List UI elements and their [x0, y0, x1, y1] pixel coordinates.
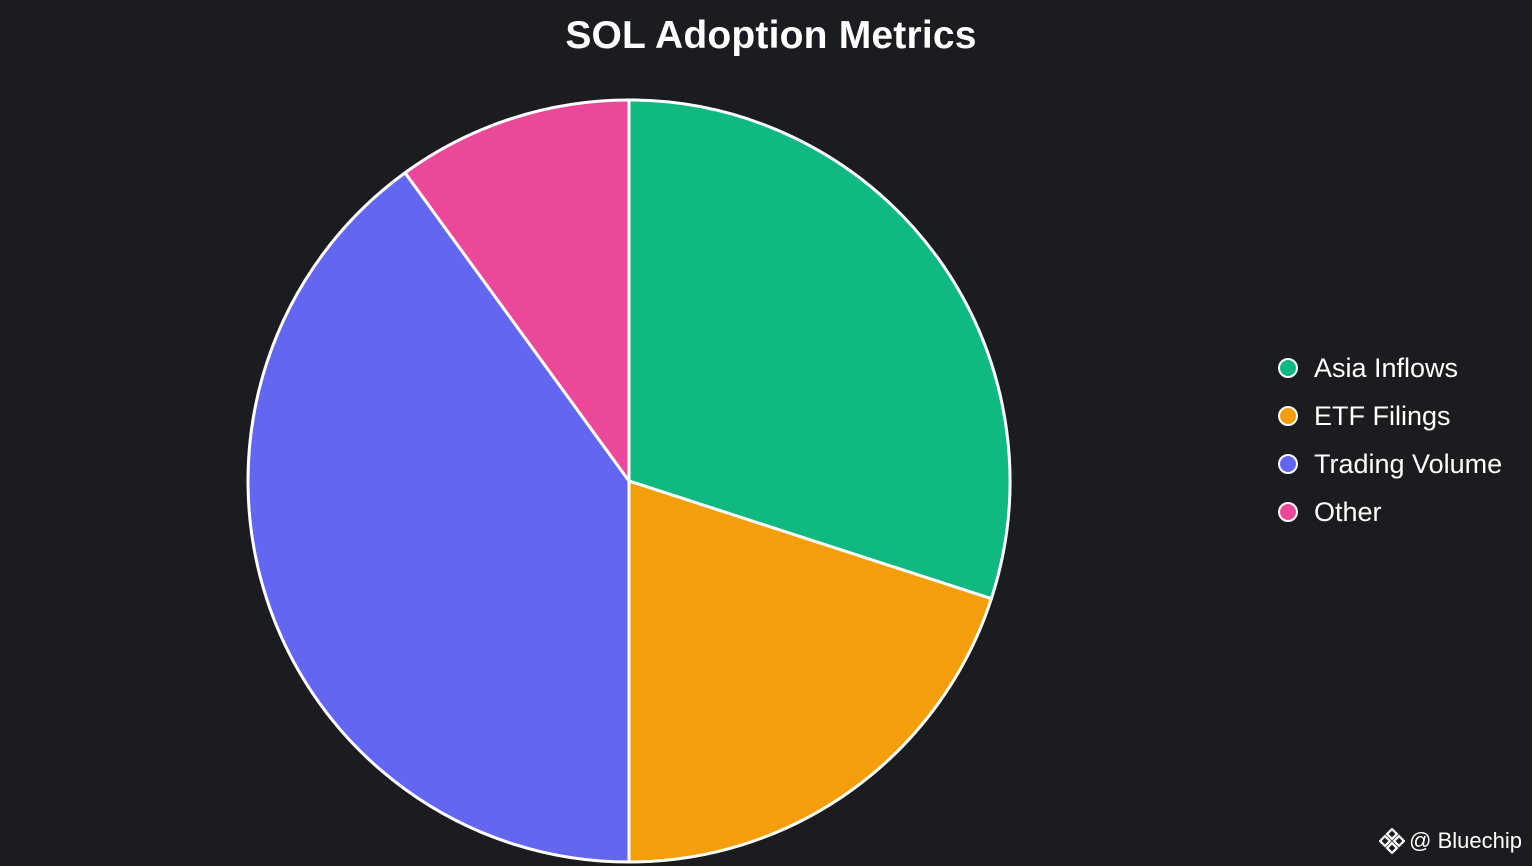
pie-slice-etf-filings[interactable]: [627, 479, 993, 864]
legend-item-asia-inflows[interactable]: Asia Inflows: [1278, 344, 1502, 392]
diamond-logo-icon: [1379, 828, 1406, 854]
watermark-text: @ Bluechip: [1409, 828, 1522, 853]
legend: Asia Inflows ETF Filings Trading Volume …: [1278, 344, 1502, 536]
legend-label: Trading Volume: [1314, 448, 1503, 479]
pie-slice-other[interactable]: [403, 98, 631, 483]
chart-title: SOL Adoption Metrics: [565, 14, 977, 57]
watermark: @ Bluechip: [1379, 828, 1522, 854]
legend-item-trading-volume[interactable]: Trading Volume: [1278, 440, 1502, 488]
legend-swatch: [1278, 406, 1298, 426]
legend-swatch: [1278, 358, 1298, 378]
legend-label: ETF Filings: [1314, 400, 1451, 431]
pie-slice-trading-volume[interactable]: [246, 171, 631, 864]
legend-item-etf-filings[interactable]: ETF Filings: [1278, 392, 1502, 440]
legend-label: Other: [1314, 496, 1382, 527]
legend-item-other[interactable]: Other: [1278, 488, 1502, 536]
legend-swatch: [1278, 502, 1298, 522]
legend-swatch: [1278, 454, 1298, 474]
legend-label: Asia Inflows: [1314, 352, 1459, 383]
pie-slice-asia-inflows[interactable]: [627, 98, 1012, 601]
